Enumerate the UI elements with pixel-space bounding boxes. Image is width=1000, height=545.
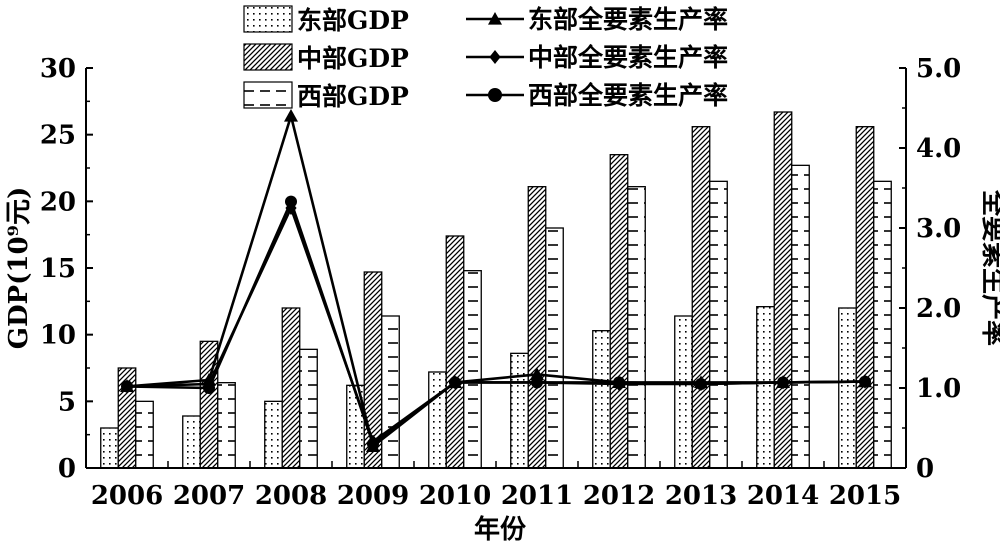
bar-series2-2008 — [281, 307, 301, 469]
bar-series3-2014 — [791, 164, 810, 469]
right-axis: 0 1.0 2.0 3.0 4.0 5.0 — [899, 54, 961, 484]
point-series3-2006 — [121, 380, 133, 393]
lines-layer — [120, 109, 872, 452]
bar-series1-2013 — [674, 315, 693, 469]
bar-series1-2008 — [264, 400, 283, 469]
point-series3-2013 — [695, 378, 707, 390]
bar-series3-2008 — [299, 348, 318, 469]
legend-swatch-bar3 — [243, 81, 293, 109]
x-tick-label: 2011 — [501, 481, 573, 511]
bar-series2-2012 — [609, 154, 629, 469]
right-tick-label: 2.0 — [916, 294, 961, 324]
bar-series2-2013 — [691, 126, 711, 469]
legend-label-bar1: 东部GDP — [297, 6, 409, 35]
point-series3-2015 — [859, 375, 871, 388]
bar-series3-2009 — [381, 315, 400, 469]
right-tick-label: 3.0 — [916, 214, 961, 244]
bar-series2-2015 — [855, 126, 875, 469]
point-series3-2010 — [449, 376, 461, 389]
bar-series3-2012 — [627, 186, 646, 469]
legend-label-bar3: 西部GDP — [297, 82, 409, 111]
bar-series2-2010 — [445, 235, 465, 469]
x-tick-label: 2008 — [255, 481, 327, 511]
right-tick-label: 1.0 — [916, 374, 961, 404]
bar-series3-2007 — [217, 382, 236, 469]
legend-marker-line2 — [489, 50, 501, 64]
x-axis: 2006 2007 2008 2009 2010 2011 2012 2013 2014 2015 — [85, 461, 906, 511]
x-tick-label: 2013 — [665, 481, 737, 511]
point-series1-2008 — [284, 109, 298, 122]
legend-swatch-bar2 — [243, 43, 293, 71]
legend-label-bar2: 中部GDP — [297, 44, 409, 73]
bar-series2-2014 — [773, 111, 793, 469]
bar-series1-2010 — [428, 371, 447, 469]
bar-series1-2015 — [838, 307, 857, 469]
bar-series1-2006 — [100, 427, 119, 469]
left-tick-label: 25 — [40, 121, 76, 151]
left-tick-label: 0 — [58, 454, 76, 484]
bars-layer — [100, 111, 892, 469]
point-series3-2009 — [367, 438, 379, 450]
x-tick-label: 2006 — [91, 481, 163, 511]
right-tick-label: 5.0 — [916, 54, 961, 84]
x-axis-title: 年份 — [474, 514, 526, 545]
bar-series3-2006 — [135, 400, 154, 469]
line-series1 — [126, 114, 866, 448]
legend-label-line3: 西部全要素生产率 — [528, 81, 728, 110]
right-tick-label: 4.0 — [916, 134, 961, 164]
bar-series1-2014 — [756, 306, 775, 469]
legend-marker-line3 — [488, 88, 502, 102]
legend-swatch-bar1 — [243, 5, 293, 33]
line-series3 — [126, 200, 866, 446]
x-tick-label: 2014 — [747, 481, 819, 511]
bar-series1-2011 — [510, 352, 529, 469]
legend-label-line2: 中部全要素生产率 — [528, 43, 728, 72]
right-axis-title: 全要素生产率 — [978, 189, 1000, 346]
right-tick-label: 0 — [916, 454, 934, 484]
bar-series3-2011 — [545, 227, 564, 469]
bar-series3-2010 — [463, 270, 482, 469]
left-tick-label: 10 — [40, 321, 76, 351]
left-axis: 0 5 10 15 20 25 30 — [40, 54, 93, 484]
left-axis-title: GDP(10⁹元) — [4, 187, 34, 349]
point-series3-2014 — [777, 376, 789, 389]
x-tick-label: 2007 — [173, 481, 245, 511]
bar-series3-2015 — [873, 180, 892, 469]
x-tick-label: 2010 — [419, 481, 491, 511]
point-series3-2011 — [531, 376, 543, 389]
bar-series1-2012 — [592, 330, 611, 469]
left-tick-label: 30 — [40, 54, 76, 84]
left-tick-label: 15 — [40, 254, 76, 284]
x-tick-label: 2009 — [337, 481, 409, 511]
point-series3-2008 — [285, 195, 297, 208]
bar-series1-2007 — [182, 415, 201, 469]
point-series3-2007 — [203, 382, 215, 394]
point-series1-2011 — [530, 367, 544, 380]
point-series3-2012 — [613, 376, 625, 389]
legend-label-line1: 东部全要素生产率 — [528, 5, 728, 34]
left-tick-label: 20 — [40, 187, 76, 217]
left-tick-label: 5 — [58, 387, 76, 417]
x-tick-label: 2015 — [829, 481, 901, 511]
bar-series3-2013 — [709, 180, 728, 469]
x-tick-label: 2012 — [583, 481, 655, 511]
bar-series2-2011 — [527, 186, 547, 469]
legend-marker-line1 — [488, 12, 502, 25]
